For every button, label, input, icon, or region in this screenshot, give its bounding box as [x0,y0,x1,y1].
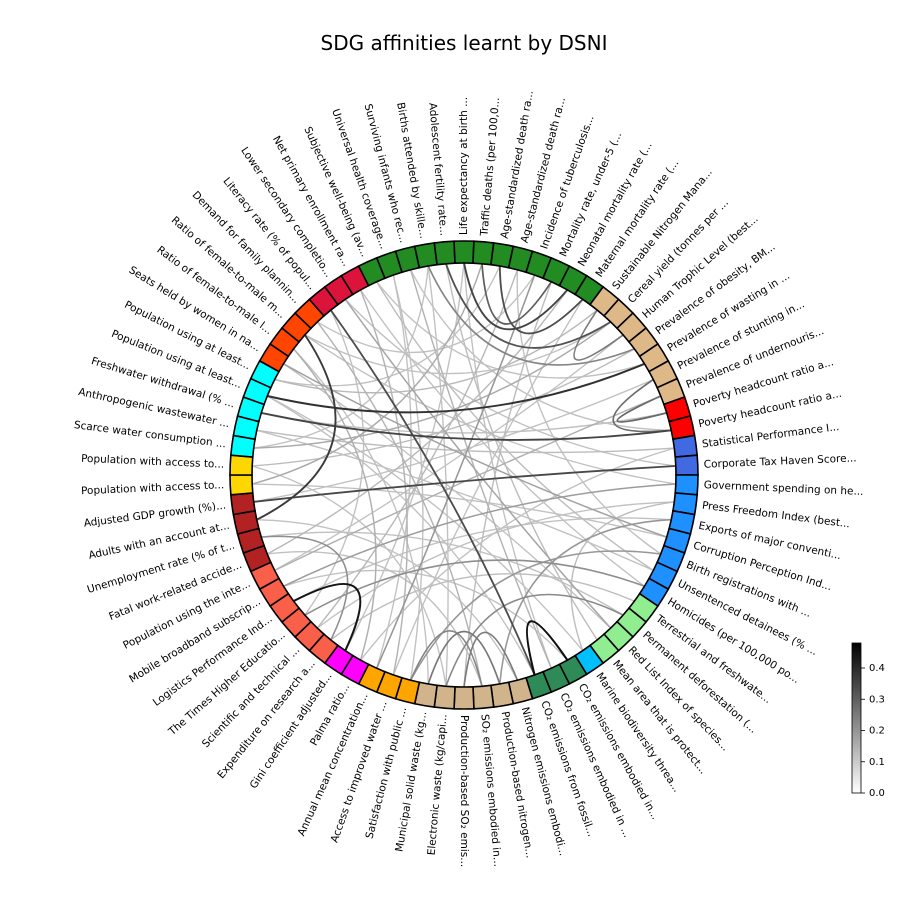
link-57 [261,535,349,641]
indicator-label-22: Government spending on he... [704,479,864,498]
link-61 [409,630,483,687]
link-69 [330,309,536,676]
link-77 [525,620,569,676]
colorbar-tick-label-2: 0.2 [869,726,885,737]
link-56 [409,550,661,681]
link-53 [283,483,676,587]
link-70 [498,265,584,335]
link-50 [253,321,612,449]
link-19 [261,412,667,434]
link-17 [274,334,624,571]
link-11 [304,309,365,616]
colorbar-tick-label-0: 0.0 [869,788,885,799]
indicator-label-41: Electronic waste (kg/capi... [426,714,450,856]
link-39 [445,263,598,641]
colorbar-tick-label-3: 0.3 [869,694,885,705]
indicator-label-59: Population with access to... [81,453,225,471]
link-33 [304,321,612,375]
link-43 [274,309,598,394]
link-4 [261,531,624,616]
colorbar-gradient [851,642,862,794]
indicator-label-2: Adolescent fertility rate... [426,102,449,236]
link-28 [267,550,483,687]
link-55 [499,518,672,685]
link-64 [427,630,501,685]
indicator-label-21: Corporate Tax Haven Score... [704,452,857,470]
segment-22 [674,474,699,496]
segment-2 [433,240,456,266]
link-37 [376,281,654,571]
link-76 [293,582,362,652]
link-52 [283,363,667,538]
link-63 [463,631,519,688]
segment-59 [229,454,254,476]
labels-layer: Surviving infants who rec...Births atten… [73,90,864,868]
link-29 [427,265,449,687]
link-41 [316,269,519,629]
segment-73 [375,250,403,280]
indicator-label-39: SO₂ emissions embodied in... [478,714,503,868]
indicator-label-4: Traffic deaths (per 100,0... [478,97,502,237]
colorbar-tick-label-1: 0.1 [869,757,885,768]
link-7 [256,429,654,572]
chart-title: SDG affinities learnt by DSNI [321,31,608,55]
link-66 [616,395,667,423]
link-73 [463,262,569,331]
link-68 [445,263,612,349]
indicator-label-3: Life expectancy at birth ... [458,97,470,235]
colorbar-ticks: 0.0 0.1 0.2 0.3 0.4 [861,663,885,799]
link-34 [252,348,635,467]
colorbar-tick-label-4: 0.4 [869,663,885,674]
segment-58 [229,474,254,496]
link-65 [612,378,672,433]
links-layer [252,262,676,688]
link-22 [516,269,662,555]
link-60 [427,265,635,366]
indicator-label-58: Population with access to... [81,479,225,497]
link-59 [445,593,624,687]
link-20 [344,298,676,467]
link-21 [252,483,667,538]
ring-layer [229,240,699,710]
link-6 [252,465,447,687]
segment-21 [674,454,699,476]
segment-38 [490,681,515,709]
link-75 [267,362,645,414]
link-36 [570,501,675,651]
segment-57 [229,492,256,516]
link-45 [359,289,408,676]
link-3 [293,517,672,602]
link-24 [283,363,612,629]
link-35 [256,429,675,454]
segment-40 [453,685,475,710]
link-67 [481,263,553,325]
link-49 [252,263,483,485]
indicator-label-40: Production-based SO₂ emis... [458,715,470,867]
segment-39 [472,684,495,710]
colorbar: 0.0 0.1 0.2 0.3 0.4 [851,642,885,799]
segment-1 [413,241,438,269]
segment-3 [453,240,475,265]
link-74 [256,334,337,521]
segment-20 [672,434,699,458]
link-51 [344,298,612,629]
link-15 [344,262,465,651]
link-72 [261,411,672,441]
link-5 [256,519,519,681]
link-71 [253,465,676,503]
link-62 [573,309,624,361]
link-27 [266,395,536,676]
link-10 [304,334,676,485]
link-58 [304,559,645,616]
link-48 [293,348,377,661]
